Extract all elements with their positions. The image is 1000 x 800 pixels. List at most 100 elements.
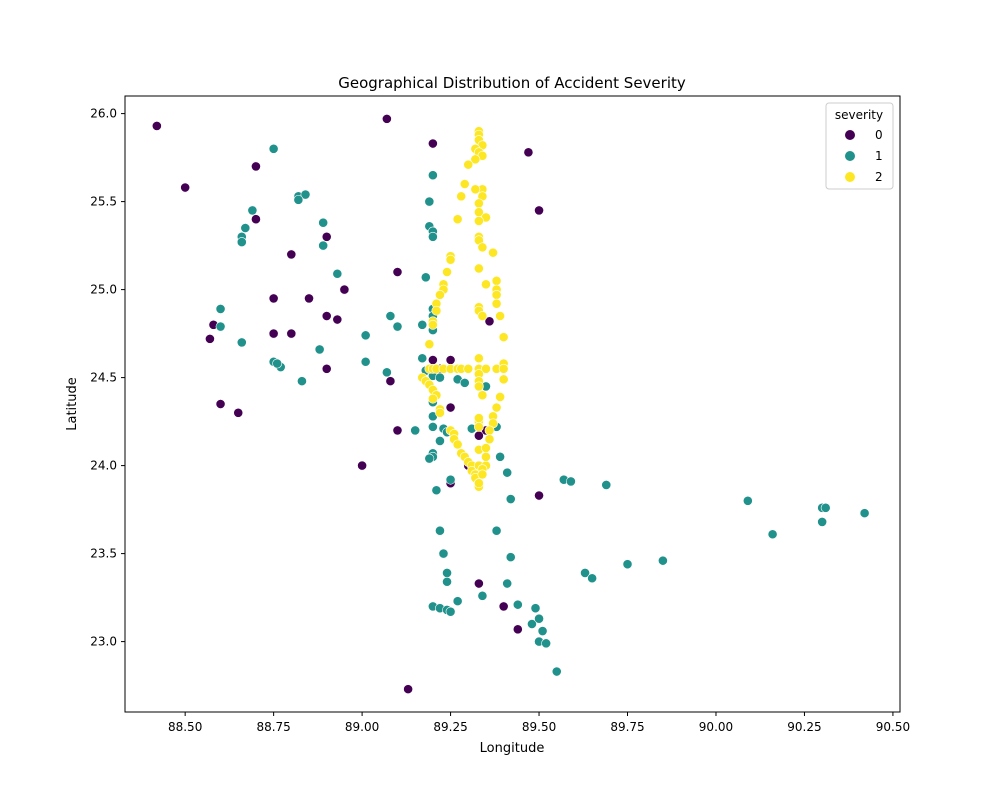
point-severity-1	[427, 421, 438, 432]
point-severity-1	[527, 619, 537, 629]
point-severity-2	[498, 363, 509, 374]
point-severity-2	[491, 289, 502, 300]
y-tick-label: 25.5	[90, 195, 117, 209]
point-severity-1	[431, 485, 442, 496]
point-severity-2	[484, 434, 495, 445]
point-severity-1	[360, 330, 371, 341]
point-severity-0	[321, 311, 332, 321]
y-tick-label: 24.5	[90, 371, 117, 385]
point-severity-1	[541, 638, 552, 649]
y-axis-ticks: 23.0 23.5 24.0 24.5 25.0 25.5 26.0	[90, 107, 125, 649]
point-severity-0	[268, 328, 279, 339]
x-tick-label: 90.00	[699, 720, 733, 734]
point-severity-0	[286, 249, 297, 260]
point-severity-1	[381, 367, 392, 378]
point-severity-1	[427, 170, 438, 181]
point-severity-0	[427, 138, 438, 149]
y-tick-label: 24.0	[90, 459, 117, 473]
point-severity-1	[417, 319, 428, 330]
point-severity-0	[205, 333, 215, 344]
point-severity-1	[410, 425, 421, 436]
point-severity-0	[498, 601, 509, 612]
point-severity-0	[427, 355, 438, 365]
point-severity-0	[523, 147, 534, 158]
point-severity-1	[512, 599, 523, 610]
legend: severity 0 1 2	[825, 102, 894, 190]
point-severity-2	[481, 363, 491, 374]
point-severity-1	[491, 525, 502, 536]
point-severity-1	[438, 548, 449, 559]
point-severity-1	[424, 196, 435, 207]
point-severity-2	[456, 191, 467, 202]
point-severity-1	[215, 321, 226, 332]
point-severity-0	[357, 460, 367, 471]
point-severity-1	[658, 555, 668, 566]
y-tick-label: 25.0	[90, 283, 117, 297]
point-severity-2	[473, 198, 484, 209]
point-severity-1	[534, 613, 544, 624]
point-severity-2	[463, 159, 474, 170]
point-severity-0	[484, 316, 495, 327]
x-tick-label: 89.00	[345, 720, 379, 734]
point-severity-1	[240, 223, 251, 233]
point-severity-1	[314, 344, 325, 355]
point-severity-2	[435, 289, 445, 300]
y-tick-label: 26.0	[90, 107, 117, 121]
point-severity-2	[495, 392, 506, 402]
point-severity-1	[502, 467, 513, 478]
point-severity-0	[445, 402, 456, 413]
point-severity-2	[498, 332, 509, 343]
point-severity-2	[473, 263, 484, 274]
point-severity-1	[580, 568, 590, 578]
point-severity-2	[452, 214, 463, 225]
legend-marker-2	[845, 172, 855, 182]
point-severity-1	[435, 372, 445, 383]
points-layer	[151, 113, 870, 695]
x-tick-label: 90.25	[787, 720, 821, 734]
point-severity-2	[442, 267, 452, 277]
point-severity-0	[392, 267, 403, 277]
point-severity-0	[339, 284, 350, 295]
point-severity-2	[484, 425, 495, 436]
point-severity-1	[236, 337, 247, 348]
point-severity-1	[236, 237, 247, 247]
point-severity-2	[424, 339, 435, 350]
point-severity-2	[481, 451, 491, 462]
point-severity-1	[452, 596, 463, 607]
x-axis-label: Longitude	[480, 741, 545, 756]
x-tick-label: 88.75	[256, 720, 290, 734]
point-severity-2	[491, 402, 502, 413]
point-severity-0	[251, 161, 261, 172]
legend-label-2: 2	[875, 170, 883, 184]
point-severity-2	[481, 279, 491, 290]
point-severity-1	[477, 590, 488, 601]
point-severity-0	[512, 624, 523, 635]
point-severity-2	[452, 439, 463, 450]
point-severity-1	[537, 626, 548, 636]
point-severity-2	[498, 374, 509, 385]
legend-label-0: 0	[875, 128, 883, 142]
x-tick-label: 90.50	[876, 720, 910, 734]
point-severity-0	[473, 430, 484, 441]
point-severity-1	[247, 205, 258, 216]
point-severity-2	[473, 478, 484, 489]
point-severity-0	[385, 376, 396, 387]
point-severity-1	[442, 568, 452, 578]
point-severity-2	[477, 469, 488, 480]
point-severity-0	[473, 578, 484, 589]
point-severity-1	[318, 240, 329, 251]
point-severity-1	[551, 666, 562, 677]
point-severity-0	[534, 490, 544, 501]
point-severity-1	[820, 502, 831, 513]
point-severity-2	[473, 413, 484, 423]
point-severity-1	[318, 217, 329, 228]
point-severity-1	[459, 377, 470, 388]
legend-box	[825, 102, 894, 190]
point-severity-1	[622, 559, 633, 570]
point-severity-1	[502, 578, 513, 589]
point-severity-0	[251, 214, 261, 225]
x-tick-label: 89.25	[433, 720, 467, 734]
point-severity-1	[392, 321, 403, 332]
point-severity-1	[767, 529, 778, 540]
